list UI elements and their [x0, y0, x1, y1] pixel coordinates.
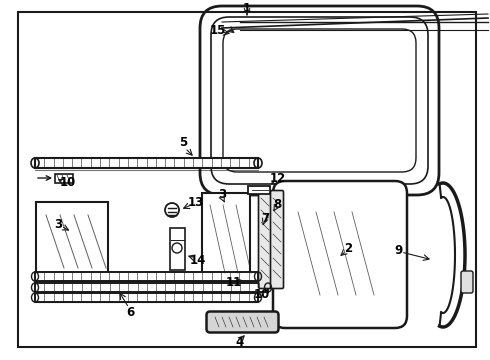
Text: 12: 12 — [270, 172, 286, 185]
Text: 3: 3 — [218, 189, 226, 202]
FancyBboxPatch shape — [259, 190, 271, 288]
Text: 13: 13 — [188, 197, 204, 210]
FancyBboxPatch shape — [270, 190, 284, 288]
Text: 3: 3 — [54, 217, 62, 230]
Text: 14: 14 — [190, 253, 206, 266]
Text: 11: 11 — [226, 276, 242, 289]
Text: 10: 10 — [60, 176, 76, 189]
Polygon shape — [35, 283, 268, 292]
Bar — [170, 228, 185, 270]
Text: 6: 6 — [126, 306, 134, 319]
Text: 1: 1 — [243, 3, 251, 15]
FancyBboxPatch shape — [206, 311, 278, 333]
Text: 15: 15 — [210, 23, 226, 36]
Text: 5: 5 — [179, 136, 187, 149]
Text: 2: 2 — [344, 242, 352, 255]
Polygon shape — [35, 158, 258, 168]
Bar — [36, 202, 108, 279]
FancyArrowPatch shape — [38, 176, 50, 180]
Text: 4: 4 — [236, 337, 244, 350]
Polygon shape — [35, 272, 258, 281]
Polygon shape — [35, 293, 258, 302]
Bar — [248, 186, 270, 194]
FancyBboxPatch shape — [461, 271, 473, 293]
Polygon shape — [202, 193, 250, 283]
Text: 9: 9 — [394, 243, 402, 256]
FancyBboxPatch shape — [273, 181, 407, 328]
Text: 10: 10 — [254, 288, 270, 302]
Text: 8: 8 — [273, 198, 281, 211]
Text: 7: 7 — [261, 211, 269, 225]
Bar — [55, 174, 73, 183]
